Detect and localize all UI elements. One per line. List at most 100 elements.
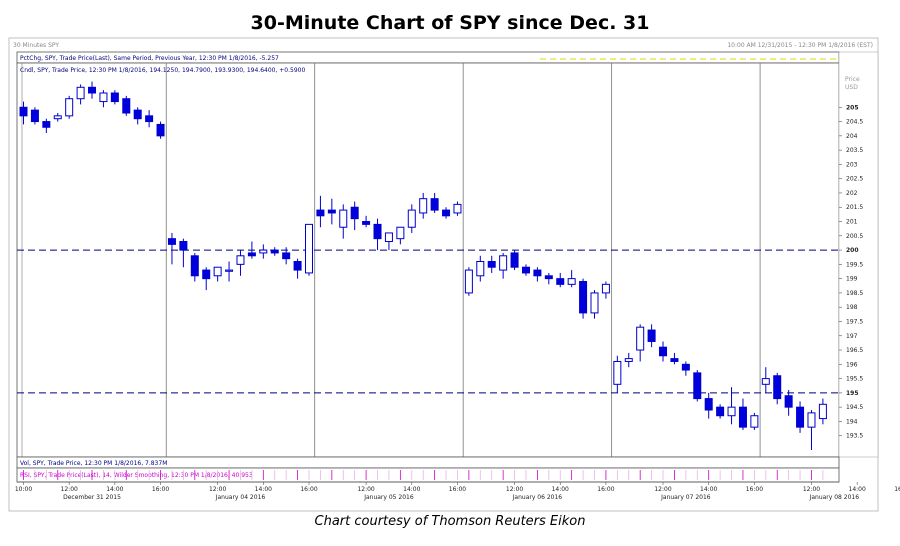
candle <box>430 192 439 213</box>
candle <box>544 272 553 285</box>
y-tick-label: 196.5 <box>846 347 863 354</box>
candle <box>476 255 485 282</box>
candle <box>213 266 222 282</box>
dashed-levels <box>17 249 839 394</box>
candles <box>19 81 827 450</box>
x-tick-label: 12:00 <box>654 486 671 493</box>
candle <box>704 392 713 419</box>
candle <box>350 201 359 231</box>
chart-title: 30-Minute Chart of SPY since Dec. 31 <box>250 12 650 34</box>
x-tick-label: 14:00 <box>700 486 717 493</box>
candle <box>624 352 633 368</box>
y-tick-label: 200 <box>846 247 859 254</box>
candle <box>510 250 519 271</box>
y-tick-label: 200.5 <box>846 233 863 240</box>
x-tick-label: 12:00 <box>357 486 374 493</box>
candle <box>145 110 154 128</box>
candle <box>65 95 74 119</box>
candle <box>579 278 588 319</box>
candle <box>681 361 690 376</box>
candle <box>407 204 416 233</box>
x-tick-label: 16:00 <box>152 486 169 493</box>
y-tick-label: 201 <box>846 219 858 226</box>
candle <box>19 101 28 125</box>
candle <box>499 252 508 279</box>
rsi-marks <box>23 470 824 480</box>
candle <box>796 401 805 433</box>
y-tick-label: 201.5 <box>846 204 863 211</box>
y-tick-label: 194 <box>846 418 858 425</box>
price-axis-unit: USD <box>845 84 858 91</box>
y-tick-label: 204.5 <box>846 119 863 126</box>
volume-legend: Vol, SPY, Trade Price, 12:30 PM 1/8/2016… <box>20 460 167 467</box>
candle <box>396 226 405 245</box>
candle <box>442 207 451 219</box>
candle <box>419 192 428 219</box>
date-label: January 04 2016 <box>215 494 266 501</box>
candle <box>773 372 782 405</box>
chart-name: 30 Minutes SPY <box>13 42 59 49</box>
y-tick-label: 203.5 <box>846 147 863 154</box>
price-panel <box>16 62 840 458</box>
candle <box>613 355 622 393</box>
date-label: January 06 2016 <box>512 494 563 501</box>
candle <box>453 201 462 216</box>
candle <box>202 267 211 291</box>
day-separators <box>21 63 761 482</box>
candle <box>807 410 816 450</box>
x-tick-label: 16:00 <box>300 486 317 493</box>
pctchg-legend: PctChg, SPY, Trade Price(Last), Same Per… <box>20 55 279 62</box>
y-tick-label: 195 <box>846 390 859 397</box>
candle <box>636 324 645 362</box>
candle <box>156 121 165 139</box>
date-label: January 07 2016 <box>660 494 711 501</box>
price-legend: Cndl, SPY, Trade Price, 12:30 PM 1/8/201… <box>20 67 305 74</box>
y-tick-label: 199 <box>846 276 858 283</box>
y-tick-label: 202 <box>846 190 858 197</box>
candle <box>784 390 793 416</box>
candle <box>259 244 268 259</box>
candle <box>270 247 279 256</box>
y-tick-label: 204 <box>846 133 858 140</box>
candle <box>316 195 325 228</box>
x-tick-label: 12:00 <box>803 486 820 493</box>
x-tick-label: 12:00 <box>506 486 523 493</box>
candle <box>110 90 119 105</box>
candle <box>567 270 576 288</box>
x-tick-label: 14:00 <box>106 486 123 493</box>
candle <box>167 232 176 265</box>
candle <box>99 90 108 108</box>
x-tick-label: 14:00 <box>255 486 272 493</box>
candle <box>362 215 371 228</box>
y-tick-label: 198.5 <box>846 290 863 297</box>
x-tick-label: 16:00 <box>746 486 763 493</box>
x-tick-label: 12:00 <box>61 486 78 493</box>
candle <box>464 267 473 296</box>
candle <box>521 264 530 276</box>
chart-caption: Chart courtesy of Thomson Reuters Eikon <box>314 514 586 529</box>
candle <box>88 81 97 99</box>
candle <box>601 281 610 299</box>
y-tick-label: 198 <box>846 304 858 311</box>
candle <box>53 112 62 122</box>
candle <box>293 258 302 279</box>
x-tick-label: 16:00 <box>894 486 900 493</box>
candle <box>42 118 51 133</box>
x-tick-label: 14:00 <box>552 486 569 493</box>
range-text: 10:00 AM 12/31/2015 - 12:30 PM 1/8/2016 … <box>727 42 873 49</box>
candle <box>327 198 336 225</box>
candle <box>818 398 827 425</box>
candle <box>247 241 256 259</box>
candle <box>76 84 85 105</box>
candle <box>236 250 245 276</box>
y-tick-label: 205 <box>846 104 859 111</box>
candle <box>533 267 542 282</box>
x-axis-ticks: 10:00 12:00 14:00 16:00 12:00 14:00 16:00 12:00… <box>15 482 900 493</box>
x-tick-label: 16:00 <box>449 486 466 493</box>
candle <box>750 412 759 431</box>
date-label: January 05 2016 <box>363 494 414 501</box>
y-tick-label: 193.5 <box>846 433 863 440</box>
candle <box>133 107 142 125</box>
price-axis-label: Price <box>845 76 860 83</box>
date-label: December 31 2015 <box>63 494 121 501</box>
